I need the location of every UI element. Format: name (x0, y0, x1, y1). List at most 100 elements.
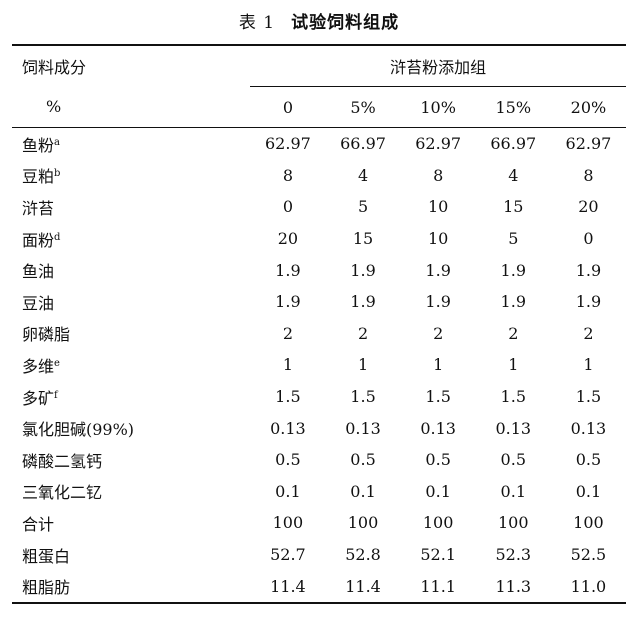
table-cell: 1.5 (350, 387, 376, 407)
ingredient-label: 合计 (22, 514, 55, 534)
ingredient-label: 多矿 (22, 388, 55, 408)
ingredient-label: 豆油 (22, 293, 55, 313)
table-cell: 8 (433, 165, 444, 185)
table-cell: 1.9 (350, 260, 376, 280)
footnote-marker: d (54, 231, 61, 243)
ingredient-header: 饲料成分 (22, 58, 87, 78)
table-cell: 66.97 (340, 134, 386, 154)
ingredient-label: 磷酸二氢钙 (22, 451, 103, 471)
table-cell: 62.97 (415, 134, 462, 154)
table-cell: 0.1 (275, 481, 301, 501)
table-cell: 100 (573, 513, 604, 533)
dose-header: 0 (250, 86, 326, 128)
dose-header: 10% (400, 86, 476, 128)
dose-header: 15% (475, 86, 551, 128)
table-cell: 20 (277, 229, 299, 249)
table-body: 鱼粉a 62.97 66.97 62.97 66.97 62.97 豆粕b 8 4 8 4 8 浒苔 0 5… (12, 128, 626, 603)
row-ingredient-name: 氯化胆碱(99%) (12, 412, 250, 444)
table-cell: 0.1 (350, 481, 376, 501)
table-cell: 0.1 (500, 481, 526, 501)
table-cell: 1 (508, 355, 519, 375)
row-ingredient-name: 鱼油 (12, 254, 250, 286)
table-cell: 1.9 (425, 292, 451, 312)
footnote-marker: a (54, 136, 60, 148)
table-cell: 11.3 (495, 576, 532, 596)
row-ingredient-name: 豆油 (12, 286, 250, 318)
header-row-doses: % 0 5% 10% 15% 20% (12, 86, 626, 128)
table-cell: 1 (357, 355, 369, 375)
feed-composition-table: 饲料成分 浒苔粉添加组 % 0 5% 10% 15% 20% 鱼粉a 62.97 6… (12, 44, 626, 604)
table-cell: 11.0 (570, 576, 607, 596)
table-cell: 5 (508, 229, 519, 249)
table-cell: 10 (427, 197, 449, 217)
table-row: 鱼粉a 62.97 66.97 62.97 66.97 62.97 (12, 128, 626, 160)
ingredient-label: 浒苔 (22, 198, 55, 218)
table-row: 多矿f 1.5 1.5 1.5 1.5 1.5 (12, 381, 626, 413)
table-cell: 8 (282, 165, 293, 185)
table-number: 表 1 (238, 13, 276, 33)
row-ingredient-name: 粗脂肪 (12, 570, 250, 603)
table-cell: 0.13 (495, 418, 532, 438)
table-cell: 1.5 (575, 387, 602, 407)
table-row: 豆油 1.9 1.9 1.9 1.9 1.9 (12, 286, 626, 318)
table-cell: 0.13 (270, 418, 306, 438)
dose-header: 5% (325, 86, 401, 128)
table-cell: 0.13 (420, 418, 456, 438)
table-row: 豆粕b 8 4 8 4 8 (12, 160, 626, 192)
row-ingredient-name: 磷酸二氢钙 (12, 444, 250, 476)
table-row: 卵磷脂 2 2 2 2 2 (12, 318, 626, 350)
row-ingredient-name: 豆粕b (12, 160, 250, 192)
table-row: 合计 100 100 100 100 100 (12, 507, 626, 539)
table-cell: 0.5 (350, 450, 376, 470)
table-cell: 0.1 (425, 481, 451, 501)
ingredient-label: 卵磷脂 (22, 325, 71, 345)
table-cell: 1.9 (575, 292, 602, 312)
table-cell: 11.4 (345, 576, 381, 596)
table-cell: 11.4 (270, 576, 306, 596)
ingredient-label: 粗蛋白 (22, 546, 71, 566)
table-cell: 20 (578, 197, 599, 217)
table-cell: 1 (282, 355, 293, 375)
table-cell: 100 (272, 513, 304, 533)
footnote-marker: e (54, 357, 60, 369)
table-cell: 1.9 (575, 260, 602, 280)
table-cell: 2 (282, 323, 293, 343)
table-row: 浒苔 0 5 10 15 20 (12, 191, 626, 223)
table-row: 氯化胆碱(99%) 0.13 0.13 0.13 0.13 0.13 (12, 412, 626, 444)
table-cell: 10 (427, 229, 449, 249)
footnote-marker: f (54, 389, 58, 401)
table-cell: 100 (347, 513, 379, 533)
dose-header: 20% (550, 86, 626, 128)
table-cell: 62.97 (265, 134, 311, 154)
row-ingredient-name: 合计 (12, 507, 250, 539)
table-cell: 52.1 (420, 545, 456, 565)
ingredient-label: 鱼粉 (22, 135, 55, 155)
table-cell: 0.1 (575, 481, 602, 501)
table-cell: 100 (422, 513, 454, 533)
table-cell: 0 (583, 229, 594, 249)
table-row: 鱼油 1.9 1.9 1.9 1.9 1.9 (12, 254, 626, 286)
table-row: 粗蛋白 52.7 52.8 52.1 52.3 52.5 (12, 539, 626, 571)
table-cell: 1 (583, 355, 594, 375)
table-row: 多维e 1 1 1 1 1 (12, 349, 626, 381)
table-cell: 0.13 (345, 418, 381, 438)
ingredient-label: 多维 (22, 356, 55, 376)
table-cell: 1.5 (500, 387, 526, 407)
ingredient-label: 面粉 (22, 230, 55, 250)
table-cell: 4 (508, 165, 519, 185)
row-ingredient-name: 粗蛋白 (12, 539, 250, 571)
table-cell: 1.5 (275, 387, 301, 407)
table-cell: 2 (357, 323, 369, 343)
table-cell: 52.3 (495, 545, 532, 565)
unit-header: % (12, 86, 251, 128)
table-cell: 0.5 (425, 450, 451, 470)
table-cell: 1.9 (500, 292, 526, 312)
row-ingredient-name: 三氧化二钇 (12, 476, 250, 508)
footnote-marker: b (54, 168, 61, 180)
row-ingredient-name: 卵磷脂 (12, 318, 250, 350)
table-cell: 5 (357, 197, 369, 217)
table-title: 试验饲料组成 (291, 13, 400, 33)
table-cell: 52.8 (345, 545, 381, 565)
table-row: 三氧化二钇 0.1 0.1 0.1 0.1 0.1 (12, 476, 626, 508)
table-cell: 11.1 (420, 576, 456, 596)
